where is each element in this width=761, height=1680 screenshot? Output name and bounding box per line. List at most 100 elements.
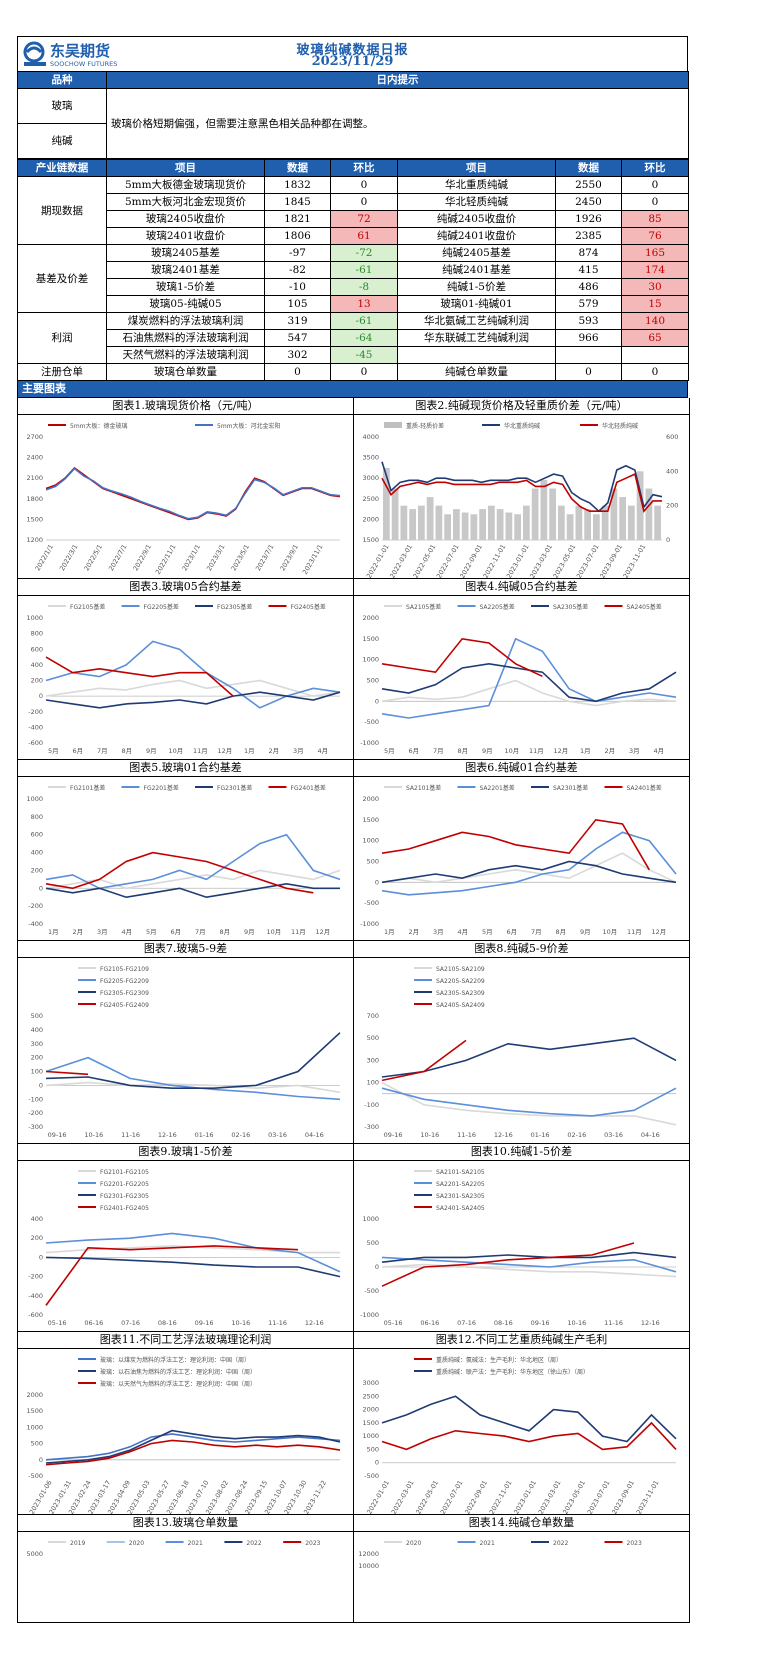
table-header-6: 环比 [621, 159, 689, 177]
value: 593 [555, 312, 622, 330]
y-tick-label: 0 [375, 1459, 379, 1467]
x-tick-label: 2022/11/1 [154, 543, 178, 576]
y-tick-label: 500 [367, 677, 379, 685]
legend-label: 玻璃：以石油焦为燃料的浮法工艺：理论利润：中国（周） [100, 1368, 256, 1376]
series-line [381, 1395, 677, 1443]
chart-svg: FG2105基差 FG2205基差 FG2305基差 FG2405基差 1000 800 6… [26, 603, 341, 755]
legend-label: 华北重质纯碱 [504, 422, 540, 430]
x-tick-label: 12月 [553, 747, 568, 755]
chart-legend: 5mm大板：德金玻璃 5mm大板：河北金宏阳 [48, 422, 281, 430]
chart-2: 图表2.纯碱现货价格及轻重质价差（元/吨） 重质-轻质价差 华北重质纯碱 华北轻质纯碱… [354, 398, 689, 579]
intro-tip-text: 玻璃价格短期偏强，但需要注意黑色相关品种都在调整。 [106, 88, 689, 159]
series-line [381, 1039, 467, 1082]
change: 30 [621, 278, 689, 296]
section-main-charts: 主要图表 [17, 381, 688, 398]
x-tick-label: 2022/7/1 [107, 543, 129, 572]
y-tick-label: 1500 [362, 536, 379, 544]
value: 2450 [555, 193, 622, 211]
x-tick-label: 2022/9/1 [132, 543, 154, 572]
spread-bar [636, 471, 644, 540]
y-tick-label: 2400 [26, 454, 43, 462]
change: 0 [330, 363, 398, 381]
x-tick-label: 8月 [122, 747, 133, 755]
change: 0 [621, 363, 689, 381]
x-tick-label: 6月 [171, 928, 182, 936]
x-tick-label: 2022-01-01 [365, 543, 391, 578]
item-name [397, 346, 556, 364]
y-tick-label: -1000 [360, 1311, 379, 1319]
chart-row: 图表7.玻璃5-9差 FG2105-FG2109 FG2205-FG2209 FG23… [18, 941, 689, 1144]
y-tick-label: 600 [31, 831, 43, 839]
chart-title: 图表6.纯碱01合约基差 [354, 760, 689, 777]
y-tick-label: 0 [39, 884, 43, 892]
series-line [381, 472, 662, 513]
x-tick-label: 2022-07-01 [439, 1479, 465, 1514]
intro-item-glass: 玻璃 [17, 88, 107, 124]
spread-bar [610, 488, 618, 540]
legend-label: 2020 [406, 1540, 421, 1547]
x-tick-label: 2023-09-01 [610, 1479, 636, 1514]
item-name: 石油焦燃料的浮法玻璃利润 [106, 329, 265, 347]
x-tick-label: 3月 [629, 747, 640, 755]
y-tick-label: 500 [367, 1445, 379, 1453]
y-tick-label: -500 [364, 1287, 379, 1295]
series-line [381, 1242, 635, 1287]
company-name-cn: 东吴期货 [50, 42, 110, 60]
legend-label: 华北轻质纯碱 [602, 422, 638, 430]
x-tick-label: 6月 [73, 747, 84, 755]
y-tick-label: -100 [28, 1095, 43, 1103]
item-name: 纯碱1-5价差 [397, 278, 556, 296]
legend-label: 5mm大板：河北金宏阳 [217, 422, 281, 430]
item-name: 5mm大板德金玻璃现货价 [106, 176, 265, 194]
x-tick-label: 2022-03-01 [390, 1479, 416, 1514]
y-tick-label: 3000 [362, 1379, 379, 1387]
x-tick-label: 7月 [97, 747, 108, 755]
x-tick-label: 2022-01-01 [365, 1479, 391, 1514]
change: 61 [330, 227, 398, 245]
change: 15 [621, 295, 689, 313]
value: 966 [555, 329, 622, 347]
chart-row: 图表13.玻璃仓单数量 2019 2020 2021 2022 2023 5000 图表14.… [18, 1515, 689, 1623]
spread-bar [453, 509, 460, 540]
legend-label: FG2401基差 [291, 784, 326, 792]
legend-label: 重质纯碱：联产法：生产毛利：华东地区（徐山东）（周） [436, 1368, 589, 1376]
x-tick-label: 10-16 [231, 1319, 250, 1327]
x-tick-label: 1月 [48, 928, 59, 936]
x-tick-label: 2023/5/1 [230, 543, 252, 572]
table-header-2: 数据 [264, 159, 331, 177]
table-header-3: 环比 [330, 159, 398, 177]
y-tick-label: 300 [367, 1056, 379, 1064]
spread-bar [488, 505, 495, 540]
series-line [45, 1032, 341, 1089]
series-line [45, 1439, 341, 1466]
intro-item-soda: 纯碱 [17, 123, 107, 159]
legend-label: 2022 [246, 1540, 261, 1547]
series-line [381, 1256, 677, 1273]
change: 85 [621, 210, 689, 228]
intro-header-variety: 品种 [17, 71, 107, 89]
legend-label: SA2201基差 [480, 784, 515, 792]
x-tick-label: 2月 [605, 747, 616, 755]
item-name: 纯碱2405收盘价 [397, 210, 556, 228]
x-tick-label: 5月 [482, 928, 493, 936]
spread-bar [496, 509, 504, 540]
y-tick-label: 0 [39, 1081, 43, 1089]
legend-label: 2023 [627, 1540, 642, 1547]
chart-svg: 5mm大板：德金玻璃 5mm大板：河北金宏阳 2700 2400 2100 1800 150… [26, 422, 341, 576]
x-tick-label: 2023-05-01 [561, 1479, 587, 1514]
x-tick-label: 2023-01-01 [505, 543, 531, 578]
item-name: 玻璃2405基差 [106, 244, 265, 262]
chart-legend: SA2101基差 SA2201基差 SA2301基差 SA2401基差 [384, 784, 662, 792]
chart-title: 图表10.纯碱1-5价差 [354, 1144, 689, 1161]
y-tick-label: 2700 [26, 433, 43, 441]
table-row: 基差及价差 玻璃2405基差 -97 -72 纯碱2405基差 874 165 [17, 244, 689, 313]
x-tick-label: 5月 [48, 747, 59, 755]
legend-label: SA2101-SA2105 [436, 1169, 485, 1176]
x-tick-label: 2023-09-01 [598, 543, 624, 578]
chart-title: 图表14.纯碱仓单数量 [354, 1515, 689, 1532]
table-row: 5mm大板河北金宏现货价 1845 0 华北轻质纯碱 2450 0 [18, 193, 689, 211]
x-tick-label: 2022-09-01 [463, 1479, 489, 1514]
spread-bar [523, 505, 530, 540]
series-line [45, 640, 341, 709]
x-tick-label: 2023/9/1 [279, 543, 301, 572]
